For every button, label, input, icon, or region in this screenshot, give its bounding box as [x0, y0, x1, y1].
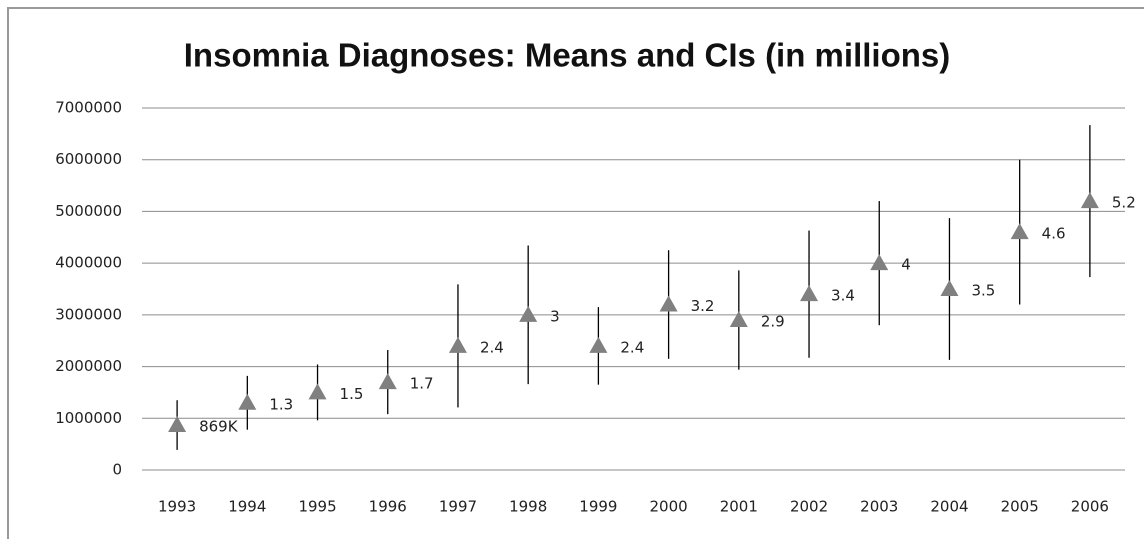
- data-label: 4.6: [1042, 225, 1066, 243]
- data-label: 3: [550, 307, 560, 325]
- marker: [659, 295, 678, 312]
- x-tick-label: 1995: [298, 498, 336, 516]
- x-tick-label: 1993: [158, 498, 196, 516]
- x-tick-label: 2002: [790, 498, 828, 516]
- data-label: 2.4: [480, 338, 504, 356]
- marker: [378, 373, 397, 390]
- y-tick-label: 5000000: [55, 202, 122, 220]
- data-label: 1.5: [340, 385, 364, 403]
- marker: [800, 285, 819, 302]
- marker: [940, 280, 959, 296]
- y-tick-label: 2000000: [55, 357, 122, 375]
- y-tick-label: 1000000: [55, 409, 122, 427]
- y-tick-label: 3000000: [55, 305, 122, 323]
- data-label: 3.2: [691, 297, 715, 315]
- data-label: 5.2: [1112, 194, 1136, 212]
- y-tick-label: 4000000: [55, 254, 122, 272]
- marker: [589, 336, 608, 353]
- y-tick-label: 7000000: [55, 99, 122, 117]
- marker: [870, 254, 889, 271]
- x-tick-label: 2004: [930, 498, 968, 516]
- x-tick-label: 1999: [579, 498, 617, 516]
- x-tick-label: 1994: [228, 498, 266, 516]
- data-label: 1.7: [410, 375, 434, 393]
- marker: [1080, 192, 1099, 209]
- data-label: 869K: [199, 418, 239, 436]
- marker: [448, 336, 467, 353]
- x-tick-label: 2000: [650, 498, 688, 516]
- x-tick-label: 2001: [720, 498, 758, 516]
- marker: [168, 416, 187, 433]
- y-tick-label: 0: [112, 461, 122, 479]
- x-tick-label: 1996: [369, 498, 407, 516]
- x-tick-label: 2003: [860, 498, 898, 516]
- data-label: 3.5: [971, 282, 995, 300]
- x-tick-label: 1997: [439, 498, 477, 516]
- marker: [238, 393, 257, 410]
- data-label: 3.4: [831, 287, 855, 305]
- chart-frame: [7, 7, 1144, 539]
- data-label: 2.4: [620, 338, 644, 356]
- chart-title: Insomnia Diagnoses: Means and CIs (in mi…: [184, 37, 950, 74]
- marker: [1010, 223, 1029, 240]
- data-label: 4: [901, 256, 911, 274]
- x-tick-label: 2006: [1071, 498, 1109, 516]
- marker: [308, 383, 327, 400]
- y-tick-label: 6000000: [55, 150, 122, 168]
- data-label: 2.9: [761, 313, 785, 331]
- x-tick-label: 2005: [1001, 498, 1039, 516]
- x-tick-label: 1998: [509, 498, 547, 516]
- data-label: 1.3: [269, 395, 293, 413]
- marker: [519, 305, 538, 322]
- marker: [729, 311, 748, 328]
